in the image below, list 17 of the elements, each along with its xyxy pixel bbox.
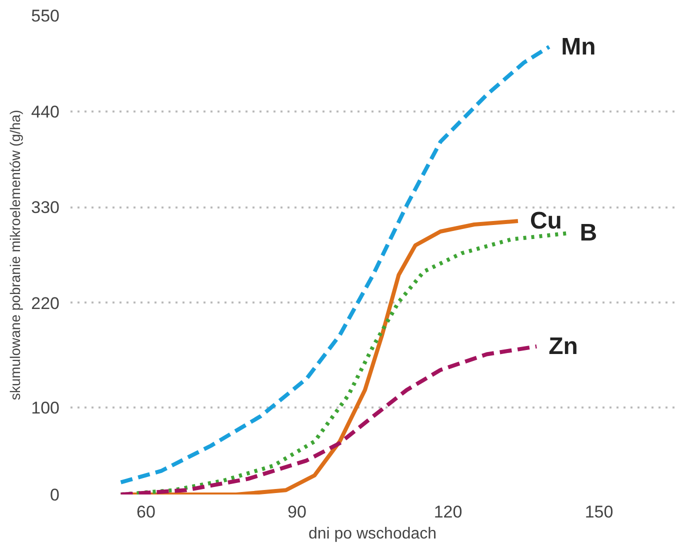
x-tick-label: 120 [434,502,462,522]
line-series [118,344,539,494]
y-axis-title: skumulowane pobranie mikroelementów (g/ha) [7,110,24,400]
y-tick-label: 0 [50,486,60,504]
y-tick-label: 220 [31,294,60,313]
y-tick-label: 100 [31,398,60,418]
x-axis-title: dni po wschodach [308,526,437,542]
series-label: Zn [548,332,578,360]
series-label: Mn [561,33,596,60]
y-tick-label: 440 [31,102,60,122]
y-tick-label: 550 [31,6,60,26]
x-tick-label: 60 [136,502,156,522]
x-tick-label: 90 [288,502,306,522]
series-label: Cu [530,208,562,235]
y-tick-label: 330 [31,198,60,218]
series-label: B [580,220,598,247]
x-tick-label: 150 [584,502,614,522]
